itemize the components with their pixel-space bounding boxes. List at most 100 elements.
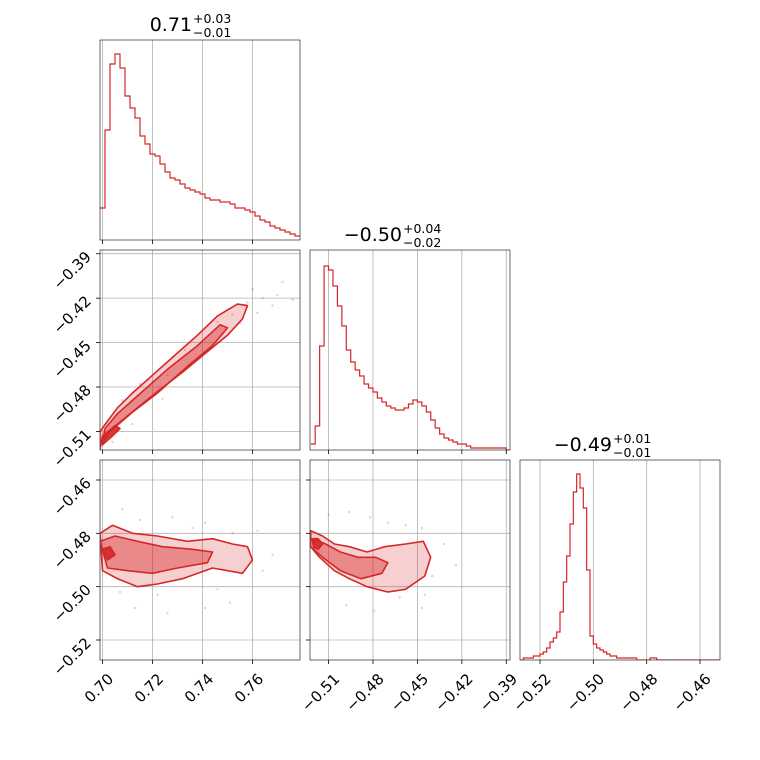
scatter-point [348,510,351,514]
scatter-point [183,348,187,352]
scatter-point [404,524,407,527]
y-tick-label: −0.48 [50,381,95,426]
plot-area [520,473,720,660]
x-tick-label: −0.45 [387,670,432,715]
title-plus-error: +0.03 [193,11,231,26]
title-median: −0.50 [344,224,402,246]
scatter-point [261,569,264,572]
y-tick-label: −0.45 [50,337,95,382]
scatter-point [271,304,274,307]
title-median: −0.49 [554,434,612,456]
scatter-point [423,593,427,596]
y-tick-label: −0.46 [50,474,95,519]
contour-level-3 [101,545,116,561]
contour-level-2 [311,537,389,580]
histogram-step [100,53,300,237]
panel-hist-p3: −0.49 +0.01−0.01 −0.52 −0.50 −0.48 −0.46 [510,431,721,715]
title-plus-error: +0.01 [613,431,651,446]
panel-hist-p1: 0.71 +0.03−0.01 [99,11,301,244]
scatter-point [191,526,194,530]
scatter-point [171,516,174,519]
scatter-point [386,521,389,524]
scatter-point [138,382,142,386]
plot-area [310,265,510,450]
plot-area [100,53,300,237]
y-tick-label: −0.48 [50,527,95,572]
scatter-point [121,399,124,402]
scatter-point [166,612,169,615]
y-tick-label: −0.52 [50,634,95,679]
scatter-point [231,532,234,535]
panel-title: −0.50 +0.04−0.02 [344,221,442,250]
scatter-point [203,521,207,524]
contour-level-2 [101,324,229,445]
scatter-point [256,529,259,532]
scatter-point [256,311,259,315]
scatter-point [118,590,122,594]
x-tick-label: 0.76 [231,670,267,706]
y-tick-label: −0.51 [50,426,95,471]
panel-frame [99,249,301,451]
scatter-point [420,606,424,610]
scatter-point [166,373,169,377]
scatter-point [111,440,114,444]
y-tick-label: −0.50 [50,581,95,626]
panel-scatter-p2-p3: −0.51 −0.48 −0.45 −0.42 −0.39 [298,459,521,715]
scatter-point [131,422,134,426]
scatter-point [161,397,164,401]
scatter-point [261,296,264,300]
title-minus-error: −0.01 [193,25,231,40]
scatter-point [454,564,458,567]
scatter-point [216,588,219,591]
plot-area [310,510,458,612]
y-tick-label: −0.42 [50,292,95,337]
scatter-point [398,596,401,599]
scatter-point [281,280,284,284]
panel-hist-p2: −0.50 +0.04−0.02 [309,221,511,454]
panel-title: 0.71 +0.03−0.01 [150,11,232,40]
x-tick-label: −0.42 [431,670,476,715]
x-tick-label: −0.48 [342,670,387,715]
title-median: 0.71 [150,14,192,36]
scatter-point [442,542,446,546]
x-tick-label: 0.72 [131,670,167,706]
panel-frame [99,39,301,241]
panel-scatter-p1-p3: 0.70 0.72 0.74 0.76 −0.52 −0.50 −0.48 −0.46 [50,459,301,706]
scatter-point [276,293,279,297]
scatter-point [373,609,376,612]
scatter-point [251,288,254,291]
panel-frame [99,459,301,661]
contour-level-3 [312,537,324,551]
scatter-point [420,526,424,530]
contour-level-1 [310,529,432,593]
title-minus-error: −0.01 [613,445,651,460]
scatter-point [228,601,232,604]
x-tick-label: −0.46 [670,670,715,715]
plot-area [100,280,294,450]
scatter-point [231,313,234,316]
scatter-point [291,298,294,301]
histogram-step [310,265,510,450]
scatter-point [121,508,124,511]
scatter-point [327,513,330,516]
panel-frame [519,459,721,661]
histogram-step [520,473,720,660]
plot-area [100,508,274,615]
title-minus-error: −0.02 [403,235,441,250]
scatter-point [431,574,434,578]
x-tick-label: 0.70 [81,670,117,706]
contour-level-2 [100,535,214,575]
panels: 0.71 +0.03−0.01−0.50 +0.04−0.02−0.49 +0.01−… [50,11,721,715]
panel-title: −0.49 +0.01−0.01 [554,431,652,460]
scatter-point [138,518,142,522]
panel-frame [309,459,511,661]
x-tick-label: −0.48 [616,670,661,715]
x-tick-label: −0.52 [510,670,555,715]
panel-frame [309,249,511,451]
scatter-point [271,553,274,556]
title-plus-error: +0.04 [403,221,441,236]
scatter-point [246,301,249,304]
scatter-point [345,604,348,607]
scatter-point [156,593,159,596]
